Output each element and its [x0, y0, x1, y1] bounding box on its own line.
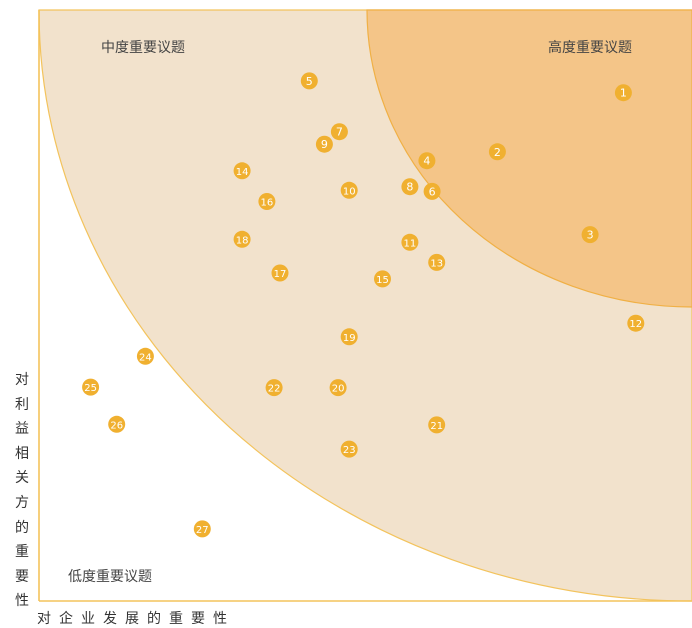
- issue-point-24: [136, 347, 154, 365]
- issue-point-3: [581, 226, 599, 244]
- issue-point-label-21: 21: [430, 421, 443, 432]
- issue-point-label-26: 26: [110, 420, 123, 431]
- issue-point-18: [233, 230, 251, 248]
- issue-point-label-19: 19: [343, 333, 356, 344]
- issue-point-26: [108, 415, 126, 433]
- issue-point-label-18: 18: [236, 235, 249, 246]
- issue-point-9: [315, 135, 333, 153]
- high-importance-zone: [366, 9, 692, 308]
- issue-point-label-6: 6: [429, 185, 436, 198]
- issue-point-16: [258, 193, 276, 210]
- issue-point-label-27: 27: [196, 525, 209, 536]
- issue-point-19: [340, 328, 358, 346]
- issue-point-label-22: 22: [268, 384, 281, 395]
- issue-point-label-5: 5: [306, 75, 313, 88]
- issue-point-13: [428, 253, 446, 271]
- issue-point-label-16: 16: [261, 198, 274, 209]
- issue-point-27: [193, 520, 211, 538]
- issue-point-17: [271, 264, 289, 282]
- issue-point-label-8: 8: [406, 181, 413, 194]
- issue-point-label-25: 25: [84, 383, 97, 394]
- issue-point-5: [300, 72, 318, 90]
- zone-label-high: 高度重要议题: [548, 40, 632, 56]
- x-axis-label: 对企业发展的重要性: [37, 611, 235, 627]
- issue-point-label-4: 4: [423, 155, 430, 168]
- issue-point-14: [233, 162, 251, 180]
- issue-point-7: [330, 123, 348, 141]
- issue-point-label-11: 11: [404, 238, 417, 249]
- issue-point-12: [627, 314, 645, 332]
- issue-point-8: [401, 178, 419, 196]
- y-axis-label: 对利益相关方的重要性: [15, 372, 29, 610]
- issue-point-4: [418, 152, 436, 170]
- issue-point-2: [488, 143, 506, 161]
- issue-point-22: [265, 379, 283, 397]
- issue-point-1: [614, 84, 632, 102]
- issue-point-label-1: 1: [620, 87, 627, 100]
- issue-point-label-3: 3: [587, 229, 594, 242]
- issue-point-label-23: 23: [343, 445, 356, 456]
- issue-point-15: [374, 270, 391, 288]
- issue-point-10: [340, 181, 358, 199]
- issue-point-20: [329, 379, 347, 397]
- issue-point-label-13: 13: [430, 258, 443, 269]
- issue-point-label-14: 14: [236, 167, 249, 178]
- issue-point-label-15: 15: [376, 275, 389, 286]
- issue-points: 1234567891011121314151617181920212223242…: [82, 72, 645, 538]
- issue-point-21: [428, 416, 446, 434]
- issue-point-11: [401, 233, 419, 251]
- issue-point-label-9: 9: [321, 138, 328, 151]
- issue-point-label-7: 7: [336, 126, 343, 139]
- zone-label-low: 低度重要议题: [68, 569, 152, 585]
- issue-point-label-2: 2: [494, 146, 501, 159]
- issue-point-6: [423, 182, 441, 200]
- issue-point-label-10: 10: [343, 186, 356, 197]
- issue-point-label-24: 24: [139, 352, 152, 363]
- issue-point-25: [82, 378, 100, 396]
- issue-point-label-12: 12: [629, 319, 642, 330]
- issue-point-label-17: 17: [274, 269, 287, 280]
- issue-point-label-20: 20: [332, 384, 345, 395]
- zone-label-moderate: 中度重要议题: [101, 40, 185, 56]
- issue-point-23: [340, 440, 358, 458]
